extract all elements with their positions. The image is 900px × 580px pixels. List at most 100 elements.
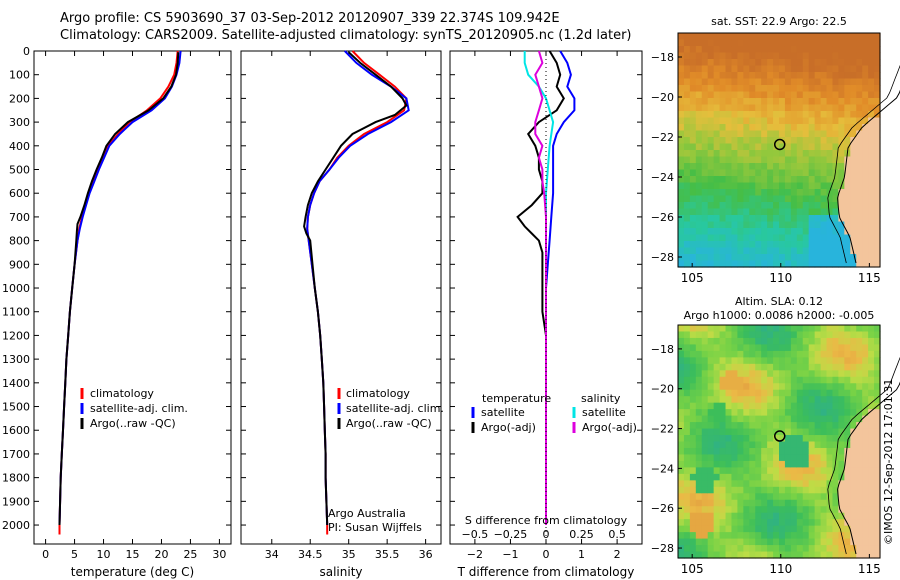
map-cell [862, 234, 869, 242]
map-cell [779, 545, 786, 553]
map-cell [713, 65, 721, 73]
map-cell [719, 325, 727, 333]
map-cell [779, 98, 786, 106]
map-cell [862, 525, 869, 533]
map-cell [767, 52, 774, 60]
map-cell [802, 241, 810, 249]
map-cell [862, 91, 869, 99]
salinity-xlabel: salinity [319, 565, 362, 579]
map-cell [725, 370, 733, 378]
map-cell [695, 234, 703, 242]
map-cell [784, 91, 792, 99]
map-cell [701, 176, 709, 184]
map-cell [701, 389, 709, 397]
map-cell [802, 163, 810, 171]
map-cell [773, 538, 780, 546]
map-cell [802, 91, 810, 99]
map-cell [731, 376, 739, 384]
map-cell [683, 350, 691, 358]
map-cell [731, 545, 739, 553]
map-cell [761, 480, 768, 488]
map-cell [761, 545, 768, 553]
map-cell [737, 499, 744, 507]
map-cell [838, 325, 845, 333]
map-cell [790, 59, 798, 67]
map-cell [701, 409, 709, 417]
map-cell [713, 525, 721, 533]
map-cell [832, 447, 840, 456]
map-cell [850, 260, 857, 268]
map-cell [761, 357, 768, 365]
map-cell [743, 215, 750, 223]
map-cell [725, 454, 733, 462]
map-cell [790, 350, 798, 358]
map-cell [850, 512, 857, 520]
map-cell [874, 467, 881, 475]
map-cell [832, 389, 840, 397]
map-cell [701, 150, 709, 158]
map-cell [808, 350, 816, 358]
map-cell [850, 39, 857, 47]
map-cell [826, 182, 834, 190]
map-cell [749, 499, 756, 507]
map-cell [832, 124, 840, 132]
map-cell [838, 402, 845, 410]
map-cell [838, 91, 845, 99]
map-cell [701, 331, 709, 339]
map-cell [725, 480, 733, 488]
map-cell [862, 441, 869, 449]
map-cell [713, 402, 721, 410]
map-cell [713, 195, 721, 203]
map-cell [838, 486, 845, 494]
map-cell [850, 480, 857, 488]
map-cell [749, 506, 756, 514]
map-cell [767, 363, 774, 371]
map-cell [850, 195, 857, 203]
map-cell [850, 189, 857, 197]
map-cell [725, 39, 733, 47]
map-cell [796, 150, 804, 158]
map-cell [683, 150, 691, 158]
map-cell [784, 441, 792, 449]
map-cell [832, 415, 840, 423]
map-cell [731, 189, 739, 197]
map-cell [862, 376, 869, 384]
map-cell [808, 480, 816, 488]
map-cell [790, 143, 798, 151]
map-cell [707, 85, 715, 93]
map-cell [737, 357, 744, 365]
map-cell [850, 137, 857, 145]
map-cell [784, 163, 792, 171]
map-cell [725, 331, 733, 339]
map-cell [713, 202, 721, 210]
map-cell [755, 383, 762, 391]
map-cell [725, 117, 733, 125]
map-cell [749, 370, 756, 378]
map-cell [713, 78, 721, 86]
map-cell [868, 202, 875, 210]
map-cell [725, 422, 733, 430]
map-cell [767, 370, 774, 378]
map-cell [767, 493, 774, 501]
map-cell [814, 189, 822, 197]
map-cell [796, 33, 804, 41]
map-cell [773, 473, 780, 481]
map-cell [820, 72, 828, 80]
map-cell [755, 435, 762, 443]
diff-legend-label: satellite [481, 406, 525, 419]
map-cell [850, 435, 857, 443]
map-cell [701, 545, 709, 553]
map-cell [790, 383, 798, 391]
map-cell [707, 499, 715, 507]
map-cell [767, 435, 774, 443]
map-cell [862, 486, 869, 494]
map-cell [761, 65, 768, 73]
map-cell [683, 415, 691, 423]
map-cell [844, 241, 851, 249]
map-cell [874, 532, 881, 540]
map-cell [844, 402, 851, 410]
map-cell [779, 350, 786, 358]
map-cell [773, 169, 780, 177]
map-cell [731, 493, 739, 501]
map-cell [689, 98, 697, 106]
